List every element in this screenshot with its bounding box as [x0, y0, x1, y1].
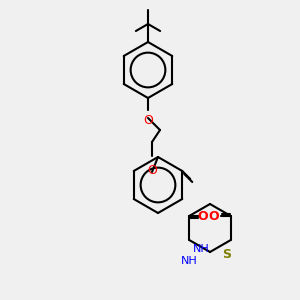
- Text: NH: NH: [181, 256, 198, 266]
- Text: O: O: [143, 114, 153, 127]
- Text: O: O: [208, 209, 219, 223]
- Text: NH: NH: [193, 244, 210, 254]
- Text: S: S: [222, 248, 231, 261]
- Text: O: O: [147, 164, 157, 177]
- Text: O: O: [197, 209, 208, 223]
